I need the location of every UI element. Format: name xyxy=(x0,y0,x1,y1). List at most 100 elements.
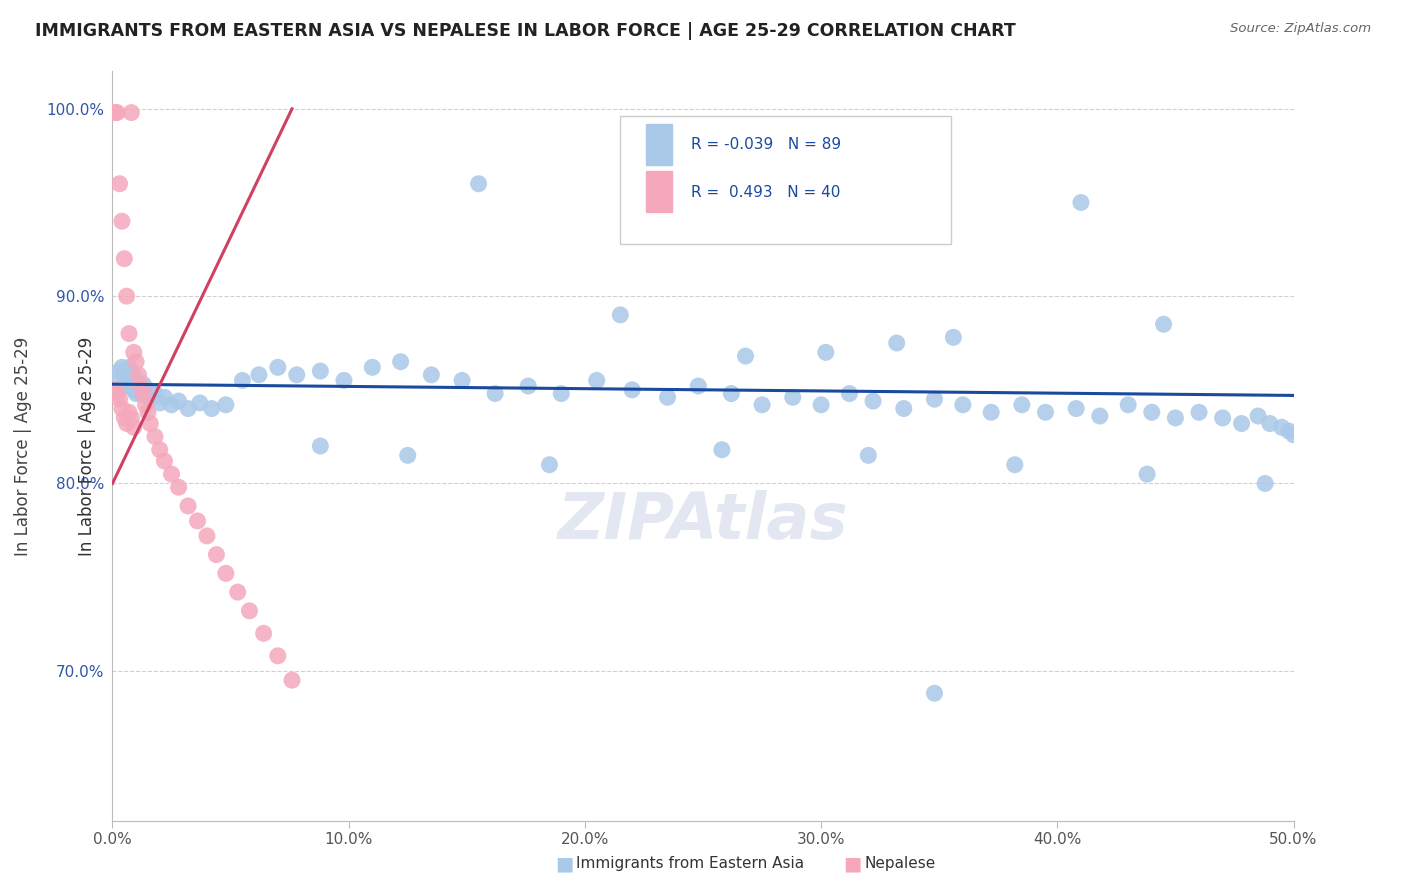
Point xyxy=(1254,476,1277,491)
Point xyxy=(285,368,308,382)
Point xyxy=(333,374,356,388)
Point xyxy=(1282,427,1305,442)
Point xyxy=(1064,401,1087,416)
Y-axis label: In Labor Force | Age 25-29: In Labor Force | Age 25-29 xyxy=(77,336,96,556)
Point xyxy=(105,374,128,388)
Point xyxy=(942,330,965,344)
Point xyxy=(135,398,157,412)
Point xyxy=(585,374,607,388)
Point xyxy=(127,368,149,382)
Point xyxy=(118,405,141,419)
Point xyxy=(1258,417,1281,431)
Point xyxy=(420,368,443,382)
Point xyxy=(1212,411,1234,425)
Text: ZIPAtlas: ZIPAtlas xyxy=(558,490,848,552)
Point xyxy=(1271,420,1294,434)
Point xyxy=(105,105,128,120)
Point xyxy=(1278,424,1301,438)
Point xyxy=(115,371,138,385)
Point xyxy=(108,364,131,378)
FancyBboxPatch shape xyxy=(620,116,950,244)
Point xyxy=(484,386,506,401)
Point xyxy=(858,449,880,463)
Point xyxy=(609,308,631,322)
Point xyxy=(160,398,183,412)
Point xyxy=(267,648,290,663)
Point xyxy=(924,686,946,700)
Point xyxy=(281,673,304,688)
Text: ■: ■ xyxy=(555,854,574,873)
Point xyxy=(215,566,238,581)
Point xyxy=(129,386,152,401)
Point xyxy=(226,585,249,599)
Point xyxy=(924,392,946,407)
Point xyxy=(621,383,644,397)
Point xyxy=(186,514,208,528)
Point xyxy=(153,390,176,404)
Point xyxy=(122,369,145,384)
Text: Immigrants from Eastern Asia: Immigrants from Eastern Asia xyxy=(576,856,804,871)
Point xyxy=(980,405,1002,419)
Point xyxy=(108,392,131,407)
Point xyxy=(125,355,148,369)
Point xyxy=(112,411,135,425)
Point xyxy=(952,398,974,412)
Point xyxy=(862,394,884,409)
Point xyxy=(188,396,211,410)
Text: Source: ZipAtlas.com: Source: ZipAtlas.com xyxy=(1230,22,1371,36)
Point xyxy=(751,398,773,412)
Point xyxy=(1164,411,1187,425)
Point xyxy=(112,252,135,266)
Point xyxy=(814,345,837,359)
Point xyxy=(153,454,176,468)
Point xyxy=(1011,398,1033,412)
Point xyxy=(396,449,419,463)
Point xyxy=(247,368,270,382)
Point xyxy=(122,383,145,397)
Point xyxy=(135,388,157,402)
Point xyxy=(451,374,474,388)
Point xyxy=(893,401,915,416)
Text: R = -0.039   N = 89: R = -0.039 N = 89 xyxy=(692,137,841,153)
Point xyxy=(177,401,200,416)
Point xyxy=(538,458,561,472)
Text: ■: ■ xyxy=(844,854,862,873)
Point xyxy=(1116,398,1139,412)
Point xyxy=(720,386,742,401)
Point xyxy=(120,379,142,393)
Point xyxy=(149,442,172,457)
Point xyxy=(1136,467,1159,482)
Point xyxy=(120,411,142,425)
Point xyxy=(361,360,384,375)
Point xyxy=(139,392,162,407)
Point xyxy=(389,355,412,369)
Point xyxy=(231,374,253,388)
Point xyxy=(267,360,290,375)
Point xyxy=(132,377,155,392)
Point xyxy=(127,379,149,393)
Point xyxy=(149,396,172,410)
Point xyxy=(122,420,145,434)
Point xyxy=(111,360,134,375)
Point xyxy=(657,390,679,404)
Point xyxy=(104,383,127,397)
Point xyxy=(125,386,148,401)
Point xyxy=(1153,318,1175,332)
Text: Nepalese: Nepalese xyxy=(865,856,936,871)
Point xyxy=(118,360,141,375)
Point xyxy=(1247,409,1270,423)
Y-axis label: In Labor Force | Age 25-29: In Labor Force | Age 25-29 xyxy=(14,336,32,556)
Point xyxy=(112,368,135,382)
Point xyxy=(143,386,166,401)
Point xyxy=(177,499,200,513)
Point xyxy=(167,480,190,494)
Point xyxy=(120,368,142,382)
Point xyxy=(118,374,141,388)
Point xyxy=(467,177,489,191)
Point xyxy=(132,386,155,401)
Point xyxy=(205,548,228,562)
Point xyxy=(238,604,260,618)
Point xyxy=(105,386,128,401)
Point xyxy=(1035,405,1057,419)
Point xyxy=(838,386,860,401)
